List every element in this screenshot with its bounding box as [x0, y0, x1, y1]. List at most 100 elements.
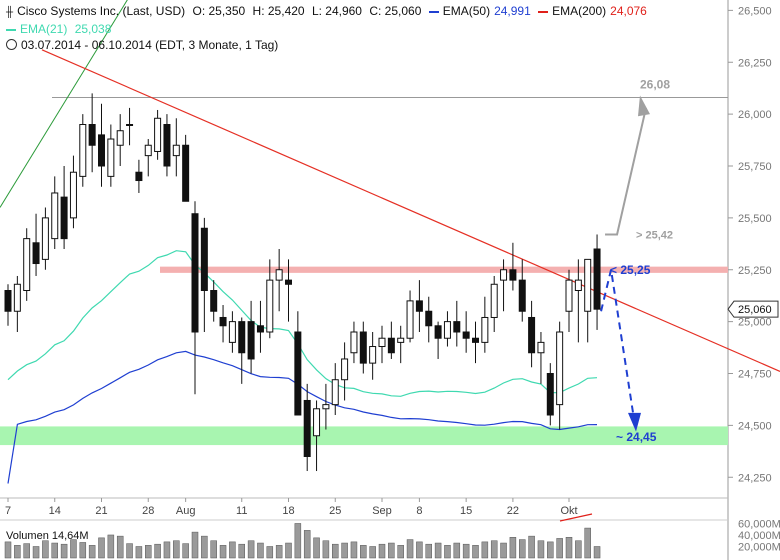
volume-bar	[173, 540, 180, 559]
candle-body	[584, 258, 592, 312]
volume-bar	[247, 540, 255, 559]
ema21-label: EMA(21)	[20, 22, 68, 36]
ema200-label: EMA(200)	[552, 4, 607, 18]
volume-bar	[378, 543, 386, 559]
ema200-green-line	[0, 0, 128, 208]
candle-body	[341, 358, 349, 381]
volume-bar	[406, 539, 414, 559]
candle-body	[331, 379, 339, 406]
ema200-value: 24,076	[610, 4, 647, 18]
target-down-label: ~ 24,45	[616, 430, 657, 444]
volume-bar	[313, 537, 320, 559]
support-label: < 25,25	[610, 263, 651, 277]
candle-body	[490, 283, 498, 318]
y-tick-label: 25,250	[738, 265, 772, 277]
candle-body	[322, 404, 330, 410]
candle-body	[238, 321, 246, 354]
candle-body	[285, 279, 292, 285]
candle-body	[228, 321, 236, 343]
y-tick-label: 24,750	[738, 369, 772, 381]
volume-bar	[397, 545, 404, 559]
x-tick-label: 7	[5, 505, 11, 517]
annotations: 26,08 > 25,42 < 25,25 ~ 24,45 25,060	[610, 78, 779, 444]
volume-bar	[350, 541, 358, 559]
symbol-label: Cisco Systems Inc. (Last, USD)	[17, 4, 186, 18]
volume-bar	[145, 545, 152, 559]
candle-body	[135, 171, 143, 182]
volume-bar	[565, 537, 573, 559]
candle-body	[359, 331, 367, 364]
candle-body	[443, 321, 451, 339]
candle-body	[98, 134, 105, 167]
volume-bar	[285, 542, 292, 559]
volume-tick-label: 20,000M	[738, 541, 780, 553]
volume-bar	[266, 546, 274, 559]
candle-body	[266, 279, 274, 333]
volume-bar	[229, 541, 236, 559]
candle-body	[88, 124, 96, 146]
low-value: L: 24,960	[311, 4, 362, 18]
volume-bar	[163, 541, 171, 559]
candlestick-icon: ╫	[6, 7, 14, 18]
candle-body	[313, 408, 321, 437]
y-tick-label: 25,750	[738, 161, 772, 173]
candle-body	[69, 171, 77, 219]
date-range-label: 03.07.2014 - 06.10.2014 (EDT, 3 Monate, …	[21, 38, 279, 52]
candle-body	[556, 331, 564, 406]
volume-bar	[519, 539, 526, 559]
volume-bar	[4, 541, 12, 559]
volume-bar	[51, 542, 58, 559]
target-down-arrow	[600, 269, 635, 420]
ema50-label: EMA(50)	[442, 4, 491, 18]
volume-bar	[294, 523, 302, 559]
candle-body	[41, 217, 49, 260]
candle-body	[23, 238, 31, 291]
volume-bar	[32, 546, 40, 559]
x-axis: 7 14 21 28 Aug 11 18 25 Sep 8 15 22 Okt	[5, 498, 593, 522]
candle-body	[4, 290, 12, 312]
candle-body	[387, 337, 395, 354]
open-value: O: 25,350	[192, 4, 246, 18]
volume-bar	[116, 535, 124, 559]
candle-body	[60, 196, 68, 240]
volume-bar	[98, 537, 105, 559]
volume-legend: Volumen 14,64M	[6, 530, 89, 542]
volume-bar	[126, 543, 133, 559]
volume-bar	[575, 540, 582, 559]
resistance-label: > 25,42	[636, 229, 673, 241]
clock-icon	[6, 39, 17, 50]
ema50-value: 24,991	[494, 4, 531, 18]
volume-bar	[490, 540, 498, 559]
x-tick-label: Okt	[560, 505, 577, 517]
volume-bar	[360, 545, 367, 559]
volume-value: 14,64M	[51, 530, 89, 542]
volume-bar	[593, 546, 601, 559]
x-tick-label: 25	[329, 505, 341, 517]
last-price-box	[727, 300, 779, 318]
volume-bar	[341, 542, 348, 559]
candle-body	[107, 138, 115, 177]
volume-bar	[369, 546, 376, 559]
volume-bar	[60, 543, 68, 559]
volume-bar	[425, 543, 432, 559]
close-value: C: 25,060	[369, 4, 422, 18]
volume-bar	[23, 543, 30, 559]
resistance-band	[160, 266, 728, 273]
candle-body	[163, 124, 171, 167]
volume-bar	[556, 538, 563, 559]
candle-body	[182, 144, 190, 202]
volume-bar	[416, 541, 423, 559]
volume-bar	[509, 537, 517, 559]
y-tick-label: 25,000	[738, 317, 772, 329]
candle-body	[210, 290, 218, 312]
candle-body	[537, 341, 545, 354]
volume-tick-label: 40,000M	[738, 530, 780, 542]
candle-body	[518, 279, 526, 312]
candle-body	[500, 269, 508, 281]
candle-body	[472, 337, 479, 343]
target-up-label: 26,08	[640, 78, 670, 92]
candle-body	[528, 316, 536, 354]
ema50-line	[7, 350, 598, 484]
